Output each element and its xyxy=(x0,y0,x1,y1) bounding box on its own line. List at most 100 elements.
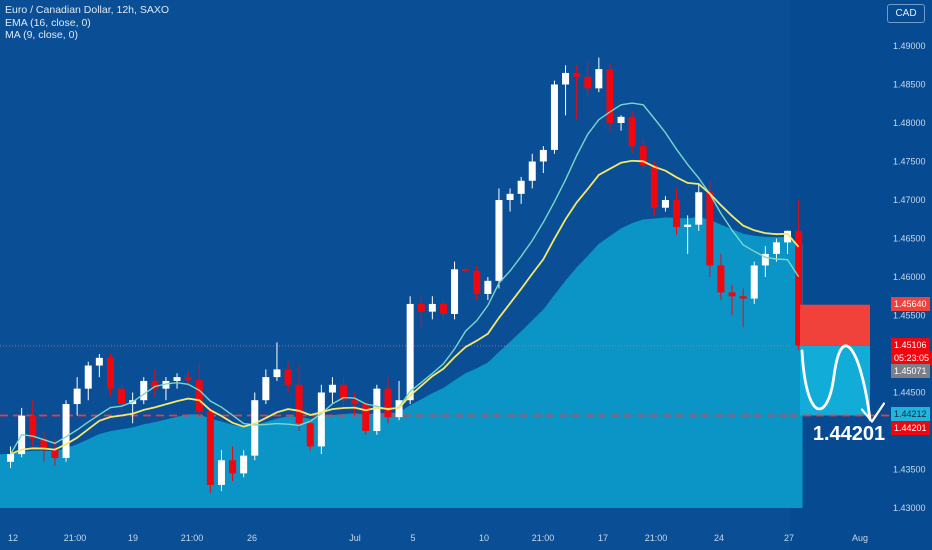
candle-body xyxy=(772,242,780,254)
time-tick-label: 10 xyxy=(479,533,489,543)
candle xyxy=(428,296,436,320)
price-tag-target-zone: 1.45640 xyxy=(891,297,930,311)
price-tick-label: 1.48500 xyxy=(893,80,926,90)
candle xyxy=(206,407,214,493)
price-tick-label: 1.46000 xyxy=(893,272,926,282)
candle xyxy=(417,296,425,328)
candle xyxy=(106,354,114,397)
candle-body xyxy=(140,380,148,401)
candle-body xyxy=(284,369,292,385)
candle-body xyxy=(761,253,769,266)
candle xyxy=(617,115,625,131)
candle xyxy=(628,111,636,154)
time-tick-label: 24 xyxy=(714,533,724,543)
candle-body xyxy=(739,296,747,299)
candle xyxy=(29,400,37,447)
candle-body xyxy=(195,380,203,412)
candle xyxy=(295,365,303,431)
candle xyxy=(273,342,281,381)
projection-arrowhead xyxy=(860,402,886,423)
candle xyxy=(772,238,780,262)
price-tag-countdown: 05:23:05 xyxy=(891,351,932,365)
candle-body xyxy=(84,365,92,389)
candle-body xyxy=(684,224,692,227)
candle-body xyxy=(406,303,414,401)
candle-body xyxy=(439,303,447,314)
candle-body xyxy=(650,165,658,208)
candle-body xyxy=(417,303,425,312)
candle-body xyxy=(673,200,681,227)
candle-body xyxy=(328,384,336,393)
candle-body xyxy=(273,369,281,378)
time-tick-label: Aug xyxy=(852,533,868,543)
legend-ema[interactable]: EMA (16, close, 0) xyxy=(5,16,91,29)
candle-body xyxy=(351,400,359,405)
candle xyxy=(140,377,148,405)
candle xyxy=(728,284,736,316)
candle xyxy=(317,384,325,455)
candle-body xyxy=(40,438,48,451)
legend-symbol[interactable]: Euro / Canadian Dollar, 12h, SAXO xyxy=(5,4,170,16)
candle xyxy=(62,400,70,462)
candle xyxy=(562,65,570,116)
candle xyxy=(684,215,692,254)
candle-body xyxy=(373,388,381,431)
candle-body xyxy=(573,72,581,77)
candle xyxy=(484,277,492,301)
candle xyxy=(673,188,681,235)
candle xyxy=(73,377,81,416)
candle xyxy=(7,446,15,468)
candle-body xyxy=(462,269,470,271)
candle xyxy=(795,200,803,351)
projection-drawing xyxy=(800,344,886,423)
candle xyxy=(539,146,547,174)
future-region xyxy=(790,0,932,550)
candle xyxy=(151,369,159,397)
candle xyxy=(40,431,48,462)
candle xyxy=(528,153,536,189)
candle-body xyxy=(795,230,803,346)
price-tag-target: 1.44201 xyxy=(891,421,930,435)
candle-body xyxy=(639,146,647,166)
candle-body xyxy=(784,230,792,243)
candle-body xyxy=(184,377,192,381)
candle xyxy=(173,373,181,389)
time-tick-label: 21:00 xyxy=(645,533,668,543)
candle xyxy=(717,253,725,301)
time-tick-label: 5 xyxy=(410,533,415,543)
candle-body xyxy=(240,455,248,474)
indicator-area-fill xyxy=(0,216,803,509)
candle xyxy=(240,450,248,478)
target-annotation: 1.44201 xyxy=(813,423,885,445)
candle xyxy=(351,392,359,416)
candle xyxy=(473,265,481,301)
time-tick-label: 21:00 xyxy=(181,533,204,543)
candle xyxy=(451,261,459,320)
target-zone-box xyxy=(800,304,870,346)
candle xyxy=(439,300,447,320)
candle-body xyxy=(251,400,259,456)
legend-ma[interactable]: MA (9, close, 0) xyxy=(5,29,78,41)
candle xyxy=(328,377,336,405)
candle xyxy=(706,180,714,277)
candle xyxy=(750,261,758,304)
time-axis[interactable]: 12 21:00 19 21:00 26 Jul 5 10 21:00 17 21:00 24 27 Au… xyxy=(8,533,868,543)
candle-body xyxy=(306,423,314,447)
candle-body xyxy=(506,193,514,200)
candle-body xyxy=(106,357,114,389)
candle-body xyxy=(584,76,592,89)
candle-body xyxy=(661,200,669,208)
candle xyxy=(118,384,126,412)
candle-body xyxy=(62,404,70,458)
candle xyxy=(251,392,259,461)
price-tag-cyan: 1.44212 xyxy=(891,407,930,421)
candle-body xyxy=(428,303,436,312)
candle-body xyxy=(717,265,725,293)
currency-button[interactable]: CAD xyxy=(887,4,925,23)
candle-body xyxy=(706,192,714,266)
candle xyxy=(462,267,470,274)
candle-body xyxy=(229,460,237,474)
candle-body xyxy=(262,377,270,401)
candle-body xyxy=(384,388,392,418)
